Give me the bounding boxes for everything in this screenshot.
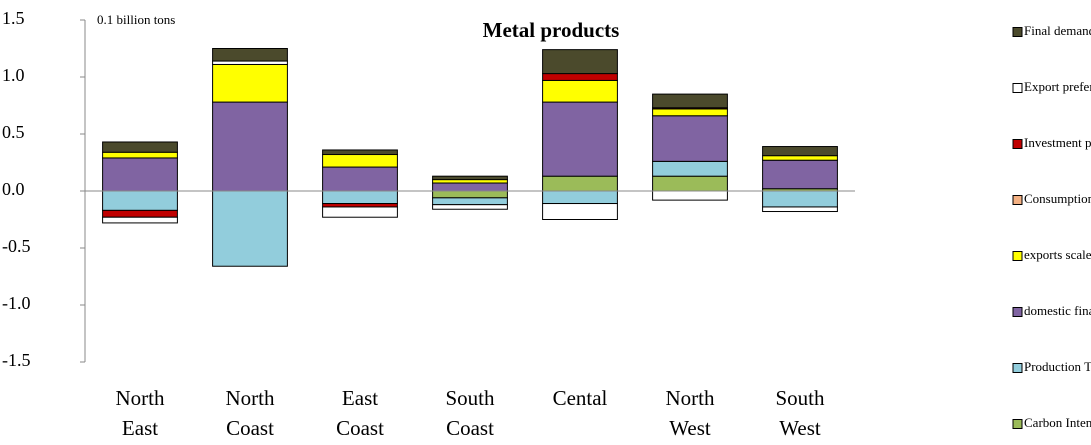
legend-label: Export preference	[1024, 79, 1091, 94]
bar-segment	[542, 175, 618, 192]
chart-title: Metal products	[483, 18, 620, 42]
bar-segment	[652, 93, 728, 109]
bar-segment	[322, 190, 398, 205]
y-tick-label: 1.5	[2, 8, 25, 28]
x-tick-label: South Coast	[445, 386, 495, 440]
x-tick-label: Cental	[553, 386, 608, 410]
bar-segment	[432, 182, 508, 192]
bar-segment	[762, 146, 838, 157]
legend-label: Consumption preference	[1024, 191, 1091, 206]
bar-segment	[542, 203, 618, 220]
bar-segment	[322, 154, 398, 168]
legend-label: domestic final demand scale	[1024, 303, 1091, 318]
legend-swatch	[1012, 27, 1023, 37]
legend-label: Investment preference	[1024, 135, 1091, 150]
bar-segment	[102, 209, 178, 218]
bar-segment	[432, 179, 508, 184]
legend-swatch	[1012, 363, 1023, 373]
bar-segment	[102, 190, 178, 211]
bar-segment	[322, 203, 398, 208]
bar-segment	[432, 197, 508, 206]
bar-segment	[102, 216, 178, 224]
bar-segment	[762, 155, 838, 161]
bar-segment	[432, 204, 508, 210]
bar-segment	[322, 166, 398, 192]
x-tick-label: North Coast	[226, 386, 275, 440]
y-tick-label: -0.5	[2, 236, 31, 256]
bar-segment	[762, 206, 838, 213]
bar-segment	[432, 190, 508, 199]
legend-swatch	[1012, 83, 1023, 93]
bar-segment	[322, 149, 398, 156]
bar-segment	[102, 141, 178, 153]
bar-segment	[212, 63, 288, 103]
bar-segment	[652, 115, 728, 162]
legend-label: Production Technology	[1024, 359, 1091, 374]
bar-segment	[102, 151, 178, 159]
legend-swatch	[1012, 419, 1023, 429]
bar-segment	[322, 206, 398, 218]
y-tick-label: 0.0	[2, 179, 25, 199]
bar-segment	[652, 160, 728, 177]
y-tick-label: -1.0	[2, 293, 31, 313]
bar-segment	[212, 190, 288, 267]
bar-segment	[542, 73, 618, 81]
legend-swatch	[1012, 251, 1023, 261]
y-tick-label: 0.5	[2, 122, 25, 142]
bar-segment	[432, 175, 508, 181]
legend-swatch	[1012, 195, 1023, 205]
x-tick-label: North East	[116, 386, 165, 440]
bar-segment	[652, 108, 728, 117]
bar-segment	[212, 48, 288, 62]
legend-swatch	[1012, 307, 1023, 317]
legend-label: exports scale	[1024, 247, 1091, 262]
y-tick-label: -1.5	[2, 350, 31, 370]
bar-segment	[762, 159, 838, 190]
x-tick-label: East Coast	[336, 386, 384, 440]
bar-segment	[212, 101, 288, 192]
bar-segment	[542, 101, 618, 177]
unit-annotation: 0.1 billion tons	[97, 12, 175, 27]
bar-segment	[212, 60, 288, 65]
bar-segment	[652, 190, 728, 201]
legend-label: Carbon Intensity	[1024, 415, 1091, 430]
x-tick-label: South West	[775, 386, 825, 440]
bar-segment	[762, 190, 838, 208]
x-tick-label: North West	[666, 386, 715, 440]
bar-segment	[542, 49, 618, 75]
bar-segment	[652, 175, 728, 192]
y-tick-label: 1.0	[2, 65, 25, 85]
bar-segment	[542, 190, 618, 205]
legend-label: Final demand structure	[1024, 23, 1091, 38]
legend-swatch	[1012, 139, 1023, 149]
bar-segment	[542, 79, 618, 103]
bar-segment	[102, 157, 178, 192]
